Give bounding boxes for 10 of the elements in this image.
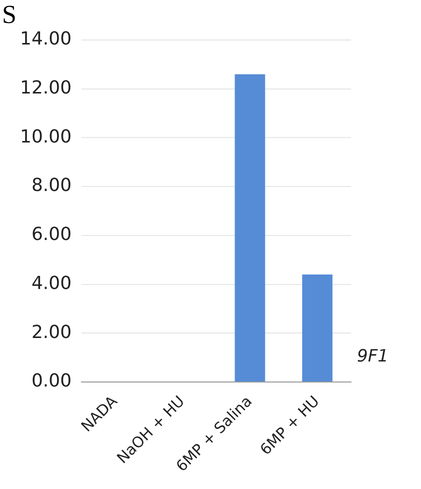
y-tick-label: 14.00 <box>20 28 72 50</box>
chart-title: S <box>2 0 16 30</box>
y-tick-label: 12.00 <box>20 78 72 99</box>
y-tick-label: 8.00 <box>31 175 72 196</box>
y-tick-label: 0.00 <box>31 370 72 392</box>
y-tick-label: 4.00 <box>31 272 72 294</box>
series-label: 9F1 <box>357 346 388 366</box>
y-tick-label: 2.00 <box>31 322 72 343</box>
y-tick-label: 6.00 <box>31 224 72 246</box>
y-tick-label: 10.00 <box>20 126 72 148</box>
